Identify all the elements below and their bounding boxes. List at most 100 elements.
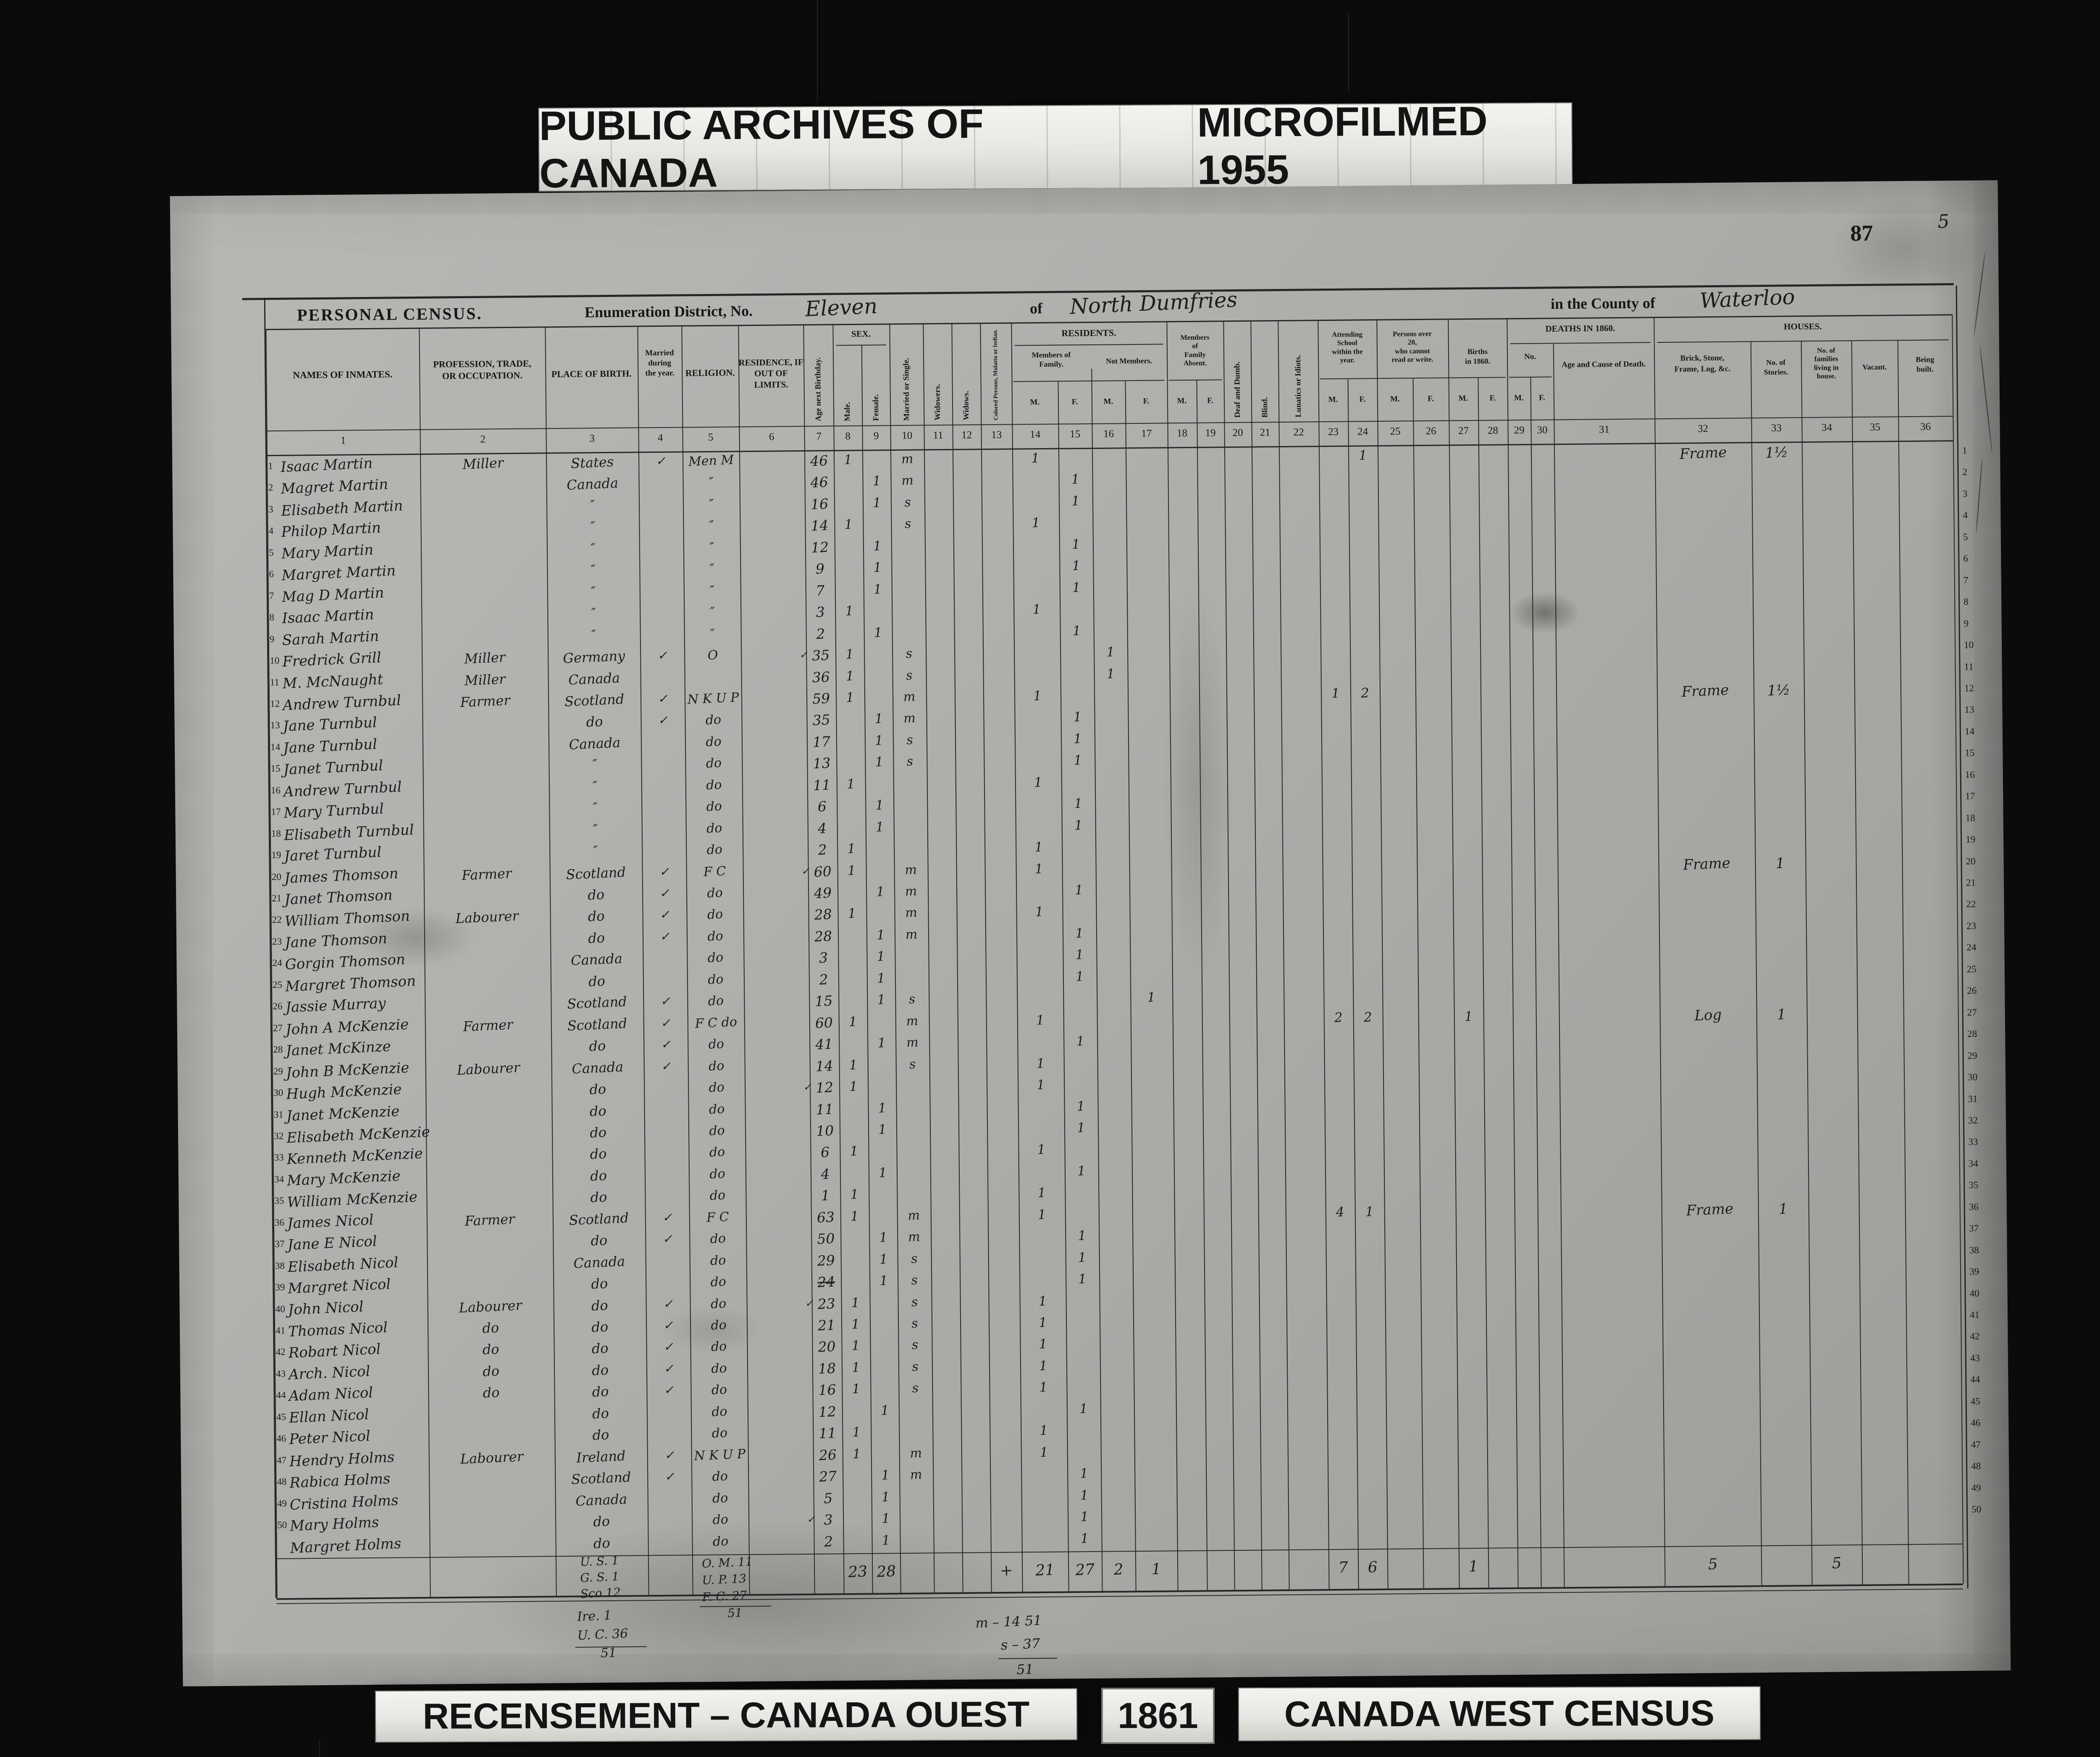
row-sex-female: 1 [876,927,885,943]
row-religion: do [707,950,724,966]
row-number-right: 6 [1963,553,1968,564]
row-age: 59 [812,690,830,707]
row-sex-female: 1 [881,1489,890,1505]
row-check: ✓ [659,864,669,879]
row-marital: s [906,754,914,770]
row-number-left: 10 [270,655,280,666]
row-marital: m [906,1013,919,1029]
row-name: William Thomson [284,908,410,930]
row-profession: do [482,1319,499,1337]
row-resident-family-f: 1 [1075,947,1084,963]
row-name: John A McKenzie [285,1016,409,1038]
row-check: ✓ [662,1210,672,1225]
row-number-right: 10 [1964,639,1974,650]
row-birthplace: Canada [566,475,619,494]
row-number-left: 16 [270,785,281,796]
row-name: Mary Holms [289,1514,380,1535]
row-number-right: 38 [1969,1245,1979,1255]
census-year-banner: 1861 [1101,1688,1215,1744]
row-house-stories: 1½ [1764,444,1789,462]
row-birthplace: do [588,1037,606,1055]
row-name: Magret Martin [280,476,388,498]
row-number-left: 38 [275,1260,285,1271]
row-sex-male: 1 [844,517,853,533]
column-number-30: 30 [1537,424,1548,436]
column-number-2: 2 [480,433,486,445]
row-age: 4 [817,819,827,837]
column-number-9: 9 [873,430,879,442]
total-col27: 1 [1468,1557,1479,1576]
row-name: Margret Martin [281,562,396,584]
row-number-left: 4 [268,525,274,536]
row-marital: s [905,646,913,662]
row-birthplace: do [592,1426,610,1444]
row-name: Margret Holms [289,1535,402,1557]
row-number-right: 41 [1969,1309,1980,1320]
column-rule [1011,322,1023,1592]
row-age: 5 [823,1489,833,1507]
column-header-col7-text: Age next Birthday. [814,357,823,422]
row-religion: do [712,1534,729,1550]
row-age: 26 [818,1446,837,1464]
census-year-text: 1861 [1118,1695,1198,1736]
row-age: 50 [816,1230,835,1247]
row-number-right: 5 [1963,531,1968,542]
row-resident-family-f: 1 [1077,1228,1087,1244]
row-resident-family-m: 1 [1031,515,1041,531]
row-name: Robart Nicol [288,1341,381,1362]
row-resident-family-m: 1 [1038,1315,1047,1331]
row-marital: s [911,1294,919,1310]
column-number-13: 13 [991,429,1002,441]
row-birthplace: ″ [591,606,596,621]
row-name: James Thomson [284,865,399,887]
column-number-25: 25 [1390,425,1401,437]
row-name: Jane E Nicol [287,1233,378,1254]
row-profession: Farmer [459,692,511,711]
row-resident-family-f: 1 [1076,1033,1085,1049]
row-birthplace: ″ [592,757,598,772]
row-profession: Labourer [458,1297,522,1316]
row-school-f: 1 [1358,447,1368,463]
row-religion: do [710,1339,727,1355]
row-name: Jane Turnbul [282,714,378,735]
column-rule [419,327,431,1597]
absent-underline [1168,379,1222,381]
row-marital: s [911,1337,919,1353]
row-number-right: 7 [1963,575,1969,586]
column-header-col9: Female. [861,328,890,421]
row-religion: do [711,1382,727,1398]
row-birthplace: do [589,1102,607,1119]
column-header-col20: Deaf and Dumb. [1223,325,1251,418]
english-census-banner-text: CANADA WEST CENSUS [1284,1693,1715,1734]
row-sex-female: 1 [881,1510,890,1526]
row-religion: do [705,712,722,728]
column-number-14: 14 [1030,428,1041,441]
row-age: 9 [815,560,825,578]
row-profession: do [482,1341,500,1358]
row-check: ✓ [662,1296,673,1311]
row-birthplace: do [589,1081,606,1098]
row-number-right: 50 [1971,1504,1982,1515]
row-religion: do [706,907,723,923]
column-header-col2: PROFESSION, TRADE, OR OCCUPATION. [433,358,532,381]
row-age: 12 [818,1403,837,1421]
row-birthplace: do [591,1318,609,1336]
row-number-right: 2 [1962,467,1968,478]
row-resident-family-f: 1 [1073,731,1082,747]
row-name: Thomas Nicol [288,1319,388,1340]
row-resident-family-f: 1 [1075,969,1084,985]
row-number-right: 19 [1966,834,1976,845]
french-census-banner: RECENSEMENT – CANADA OUEST [375,1688,1078,1743]
row-marital: s [911,1273,918,1288]
archives-banner: PUBLIC ARCHIVES OF CANADA MICROFILMED 19… [538,98,1573,196]
row-number-left: 29 [273,1066,283,1077]
column-number-26: 26 [1425,425,1436,437]
column-number-35: 35 [1869,421,1881,433]
row-number-left: 15 [270,763,281,774]
row-number-left: 17 [271,806,281,817]
row-sex-male: 1 [851,1295,860,1311]
column-rule [1530,377,1542,1587]
row-name: Mary McKenzie [286,1167,401,1190]
row-sex-female: 1 [881,1532,890,1548]
sub-header-m-col27: M. [1458,394,1468,403]
